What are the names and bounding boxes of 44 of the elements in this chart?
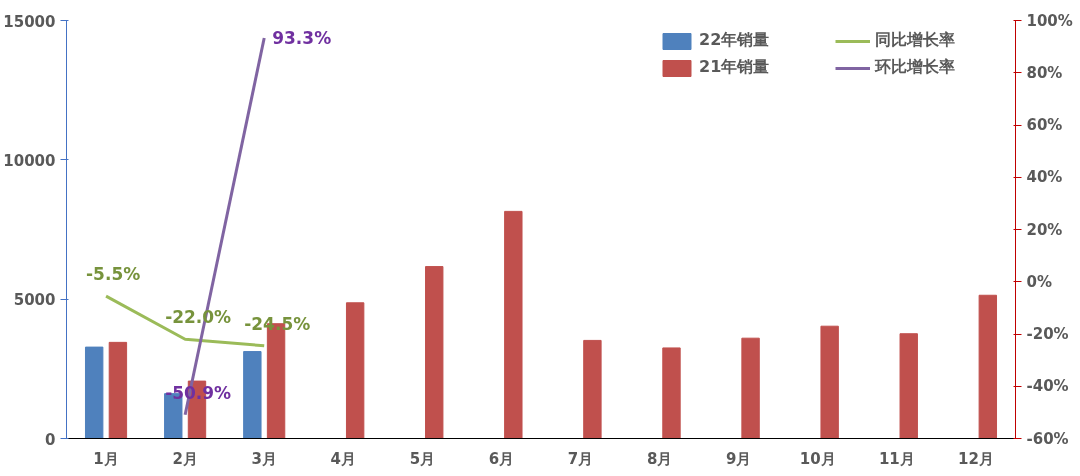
- legend-label: 环比增长率: [875, 57, 956, 78]
- x-tick-label: 8月: [646, 449, 673, 468]
- y2-tick-label: -60%: [1026, 429, 1069, 448]
- x-tick-label: 3月: [251, 449, 277, 468]
- bar: [84, 346, 104, 439]
- bar: [243, 351, 262, 439]
- bar: [899, 333, 918, 439]
- bar: [345, 302, 365, 439]
- bar: [504, 210, 523, 439]
- legend-label: 21年销量: [699, 57, 771, 78]
- x-tick-label: 2月: [172, 449, 198, 468]
- data-label: 93.3%: [272, 28, 332, 48]
- bar: [820, 325, 839, 439]
- x-tick-label: 10月: [799, 449, 836, 468]
- x-tick-label: 11月: [878, 449, 915, 468]
- x-tick-label: 1月: [93, 449, 119, 468]
- x-tick-label: 5月: [409, 449, 436, 468]
- y2-tick-label: 20%: [1026, 220, 1063, 239]
- y2-tick-label: 60%: [1026, 116, 1063, 134]
- y-tick-label: 5000: [13, 291, 56, 310]
- legend-label: 同比增长率: [875, 30, 956, 51]
- y2-tick-label: 0%: [1026, 272, 1052, 291]
- y2-tick-label: 80%: [1026, 63, 1063, 82]
- bar: [662, 347, 681, 439]
- bar: [978, 294, 998, 439]
- x-tick-label: 9月: [725, 449, 752, 468]
- y2-tick-label: 40%: [1026, 168, 1063, 187]
- legend-label: 22年销量: [699, 30, 771, 51]
- bar: [583, 339, 602, 439]
- y-tick-label: 10000: [3, 151, 56, 170]
- y2-tick-label: -20%: [1026, 325, 1069, 343]
- x-tick-label: 6月: [488, 449, 515, 468]
- y-tick-label: 15000: [3, 12, 56, 31]
- y2-tick-label: 100%: [1026, 11, 1073, 30]
- y2-tick-label: -40%: [1026, 377, 1069, 396]
- data-label: -5.5%: [86, 264, 141, 285]
- bar: [425, 266, 444, 439]
- bar: [741, 337, 760, 439]
- x-tick-label: 7月: [567, 449, 594, 468]
- x-tick-label: 12月: [958, 449, 994, 468]
- bar: [108, 341, 128, 439]
- y-tick-label: 0: [45, 430, 56, 449]
- x-tick-label: 4月: [330, 449, 357, 468]
- data-label: -24.5%: [244, 313, 311, 334]
